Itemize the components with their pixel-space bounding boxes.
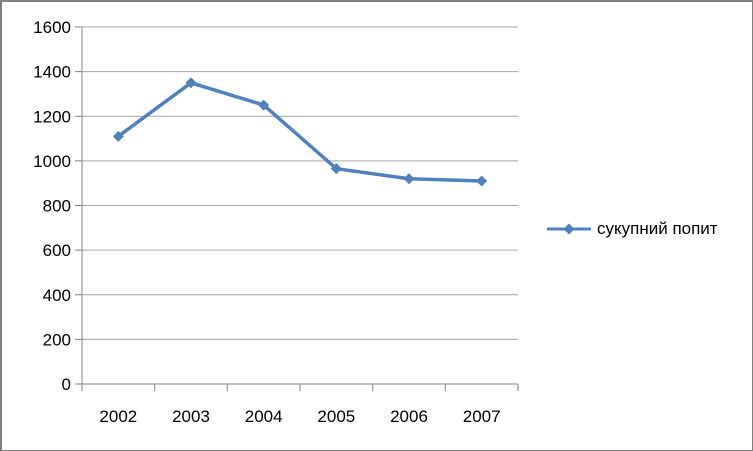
y-axis-tick-label: 800 (43, 197, 71, 216)
legend: сукупний попит (546, 218, 718, 240)
data-line (116, 81, 484, 183)
y-axis-tick-label: 1600 (33, 18, 71, 37)
x-axis-tick-label: 2005 (317, 407, 355, 426)
y-axis-tick-label: 200 (43, 330, 71, 349)
y-axis-tick-label: 1000 (33, 152, 71, 171)
x-axis-tick-label: 2004 (245, 407, 283, 426)
data-point-marker (330, 163, 342, 175)
y-axis-tick-label: 1400 (33, 63, 71, 82)
x-axis-tick-label: 2006 (390, 407, 428, 426)
y-axis-tick-label: 400 (43, 286, 71, 305)
x-axis-tick-label: 2003 (172, 407, 210, 426)
legend-marker-icon (547, 223, 591, 235)
y-axis-tick-label: 600 (43, 241, 71, 260)
data-point-marker (258, 99, 270, 111)
data-point-marker (112, 130, 124, 142)
legend-label: сукупний попит (597, 219, 718, 238)
data-point-marker (476, 175, 488, 187)
y-axis-tick-label: 0 (62, 375, 71, 394)
data-point-marker (185, 77, 197, 89)
y-axis-tick-label: 1200 (33, 107, 71, 126)
x-axis-tick-label: 2007 (463, 407, 501, 426)
x-axis-tick-label: 2002 (99, 407, 137, 426)
data-point-marker (403, 173, 415, 185)
legend-diamond-icon (563, 223, 575, 235)
